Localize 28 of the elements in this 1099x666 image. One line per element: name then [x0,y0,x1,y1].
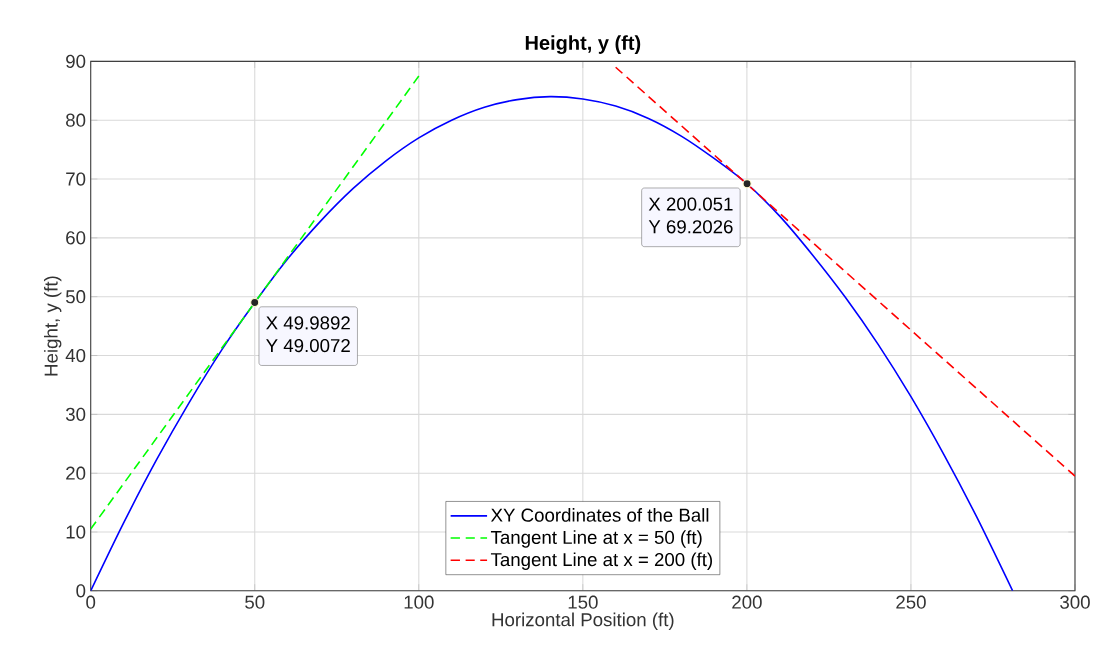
x-tick-label: 300 [1060,595,1090,610]
annotation: Y 49.0072 [266,339,350,353]
x-tick-label: 200 [732,595,762,610]
x-tick-label: 100 [404,595,434,610]
annotation: Y 69.2026 [648,220,733,234]
y-tick-label: 50 [65,290,86,304]
x-tick-label: 150 [568,595,598,610]
annotation: X 49.9892 [266,316,350,330]
y-tick-label: 90 [66,54,86,69]
y-tick-label: 80 [66,113,86,128]
y-tick-label: 20 [66,466,86,481]
x-tick-label: 50 [245,595,265,610]
y-tick-label: 70 [66,172,86,186]
x-tick-label: 0 [86,595,96,610]
x-axis-title: Horizontal Position (ft) [492,612,674,631]
x-tick-label: 250 [896,595,926,610]
y-tick-label: 0 [76,584,86,598]
y-tick-label: 60 [66,231,86,245]
y-tick-label: 30 [65,407,86,422]
y-tick-label: 10 [66,525,86,539]
annotation: X 200.051 [648,197,733,211]
chart-title: Height, y (ft) [525,35,641,55]
legend-label: Tangent Line at x = 200 (ft) [490,552,713,571]
line-series [90,96,1014,592]
legend-label: XY Coordinates of the Ball [490,508,709,523]
y-tick-label: 40 [65,349,86,363]
y-axis-title: Height, y (ft) [43,276,62,376]
legend-label: Tangent Line at x = 50 (ft) [490,530,702,548]
